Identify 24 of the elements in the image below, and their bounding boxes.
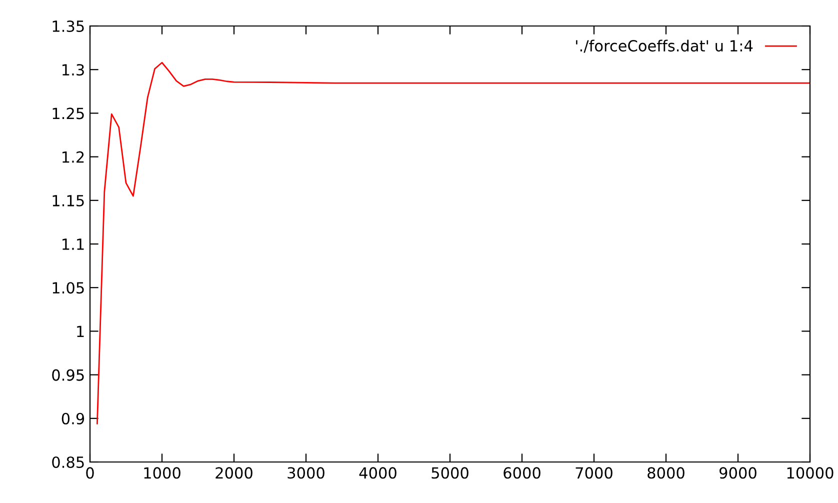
y-tick-label: 1.15: [52, 195, 84, 206]
x-tick-label: 3000: [288, 467, 324, 479]
x-tick-label: 0: [86, 467, 94, 479]
y-tick-label: 1.3: [62, 64, 84, 76]
x-tick-label: 9000: [720, 467, 756, 479]
y-tick-label: 1: [77, 326, 84, 338]
x-tick-label: 4000: [359, 467, 396, 479]
x-tick-label: 1000: [144, 467, 180, 479]
y-tick-label: 0.95: [52, 369, 84, 381]
x-tick-label: 10000: [787, 467, 834, 479]
x-tick-label: 7000: [576, 467, 612, 479]
legend-label: './forceCoeffs.dat' u 1:4: [576, 40, 753, 53]
x-tick-label: 2000: [216, 467, 252, 479]
line-series: [96, 62, 810, 424]
x-tick-label: 5000: [432, 467, 468, 479]
y-tick-label: 1.35: [52, 20, 84, 32]
y-tick-label: 1.05: [52, 282, 84, 294]
x-tick-label: 6000: [504, 467, 540, 479]
y-tick-label: 1.1: [62, 238, 84, 250]
y-tick-label: 1.2: [62, 151, 84, 163]
y-tick-label: 1.25: [52, 108, 84, 120]
y-tick-label: 0.85: [52, 456, 84, 468]
y-tick-label: 0.9: [62, 412, 84, 424]
x-tick-label: 8000: [648, 467, 684, 479]
